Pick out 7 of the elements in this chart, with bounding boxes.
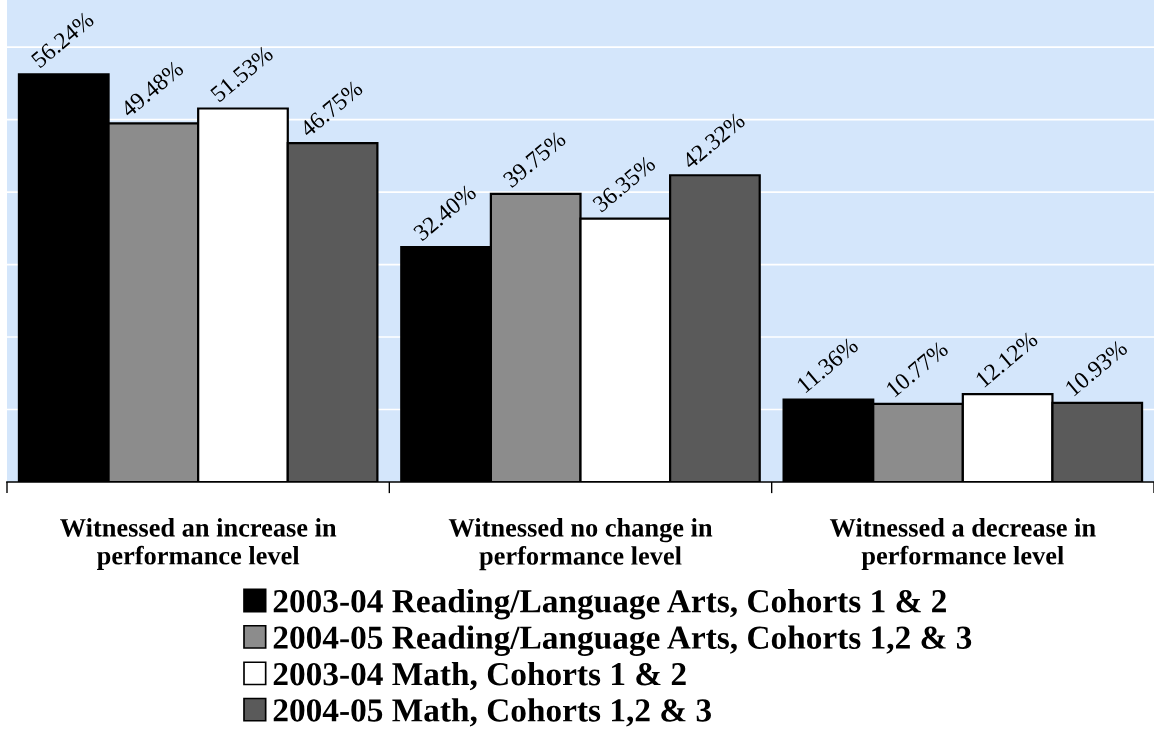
x-tick-label: Witnessed a decrease in performance level	[829, 518, 1096, 570]
legend-label: 2003-04 Reading/Language Arts, Cohorts 1 & 2	[273, 589, 946, 620]
x-tick-label: Witnessed no change in performance level	[448, 518, 713, 571]
x-tick-label: Witnessed an increase in performance level	[60, 518, 337, 570]
legend-label: 2004-05 Reading/Language Arts, Cohorts 1,2 & 3	[273, 625, 972, 656]
legend-label: 2003-04 Math, Cohorts 1 & 2	[273, 661, 686, 691]
legend-label: 2004-05 Math, Cohorts 1,2 & 3	[273, 698, 711, 727]
